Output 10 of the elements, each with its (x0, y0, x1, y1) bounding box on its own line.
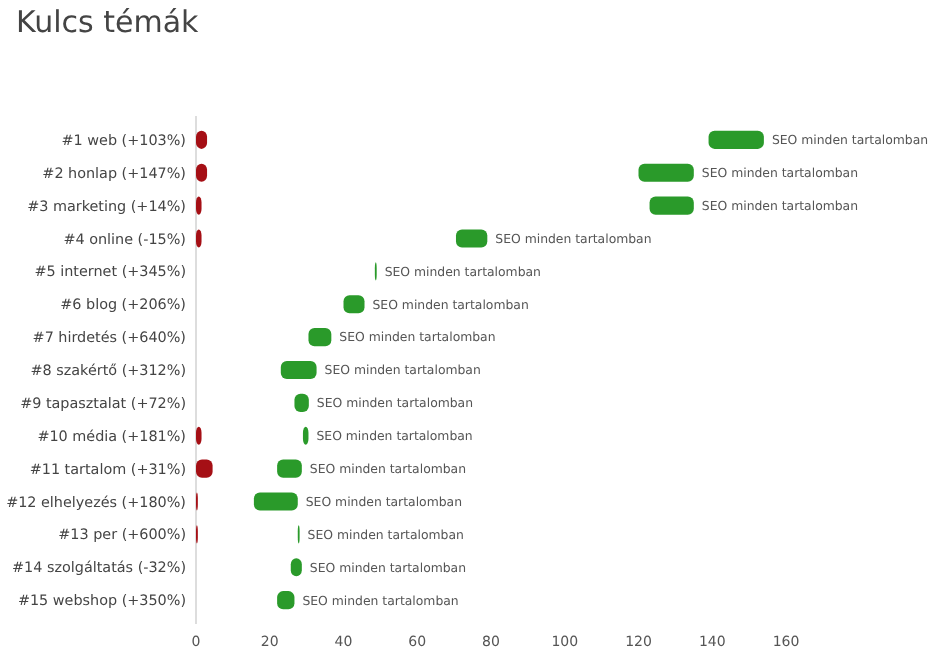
bar (638, 163, 694, 182)
bar (708, 130, 764, 149)
bar (277, 459, 302, 478)
bar (649, 196, 694, 215)
bar (253, 492, 298, 511)
bar (280, 360, 317, 380)
bar (343, 295, 365, 314)
chart-title: Kulcs témák (16, 4, 200, 40)
bar (308, 328, 332, 347)
bar (455, 229, 488, 248)
